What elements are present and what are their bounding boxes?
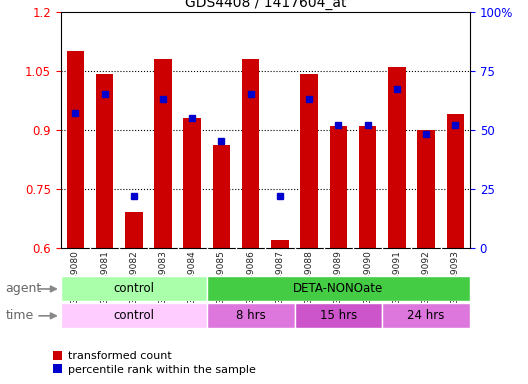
Bar <box>96 74 114 248</box>
Bar <box>447 114 464 248</box>
Bar <box>382 303 470 328</box>
Bar <box>300 74 318 248</box>
Bar <box>154 59 172 248</box>
Bar <box>184 118 201 248</box>
Text: DETA-NONOate: DETA-NONOate <box>293 283 383 295</box>
Bar <box>61 276 207 301</box>
Bar <box>417 129 435 248</box>
Bar <box>61 303 207 328</box>
Bar <box>213 146 230 248</box>
Bar <box>271 240 289 248</box>
Text: 15 hrs: 15 hrs <box>320 310 357 322</box>
Text: 24 hrs: 24 hrs <box>408 310 445 322</box>
Bar <box>295 303 382 328</box>
Text: control: control <box>114 310 154 322</box>
Text: time: time <box>5 309 34 322</box>
Bar <box>125 212 143 248</box>
Bar <box>329 126 347 248</box>
Bar <box>388 66 406 248</box>
Title: GDS4408 / 1417604_at: GDS4408 / 1417604_at <box>185 0 346 10</box>
Bar <box>67 51 84 248</box>
Bar <box>359 126 376 248</box>
Text: agent: agent <box>5 282 42 295</box>
Legend: transformed count, percentile rank within the sample: transformed count, percentile rank withi… <box>53 351 256 375</box>
Bar <box>242 59 259 248</box>
Bar <box>207 303 295 328</box>
Bar <box>207 276 470 301</box>
Text: control: control <box>114 283 154 295</box>
Text: 8 hrs: 8 hrs <box>236 310 266 322</box>
